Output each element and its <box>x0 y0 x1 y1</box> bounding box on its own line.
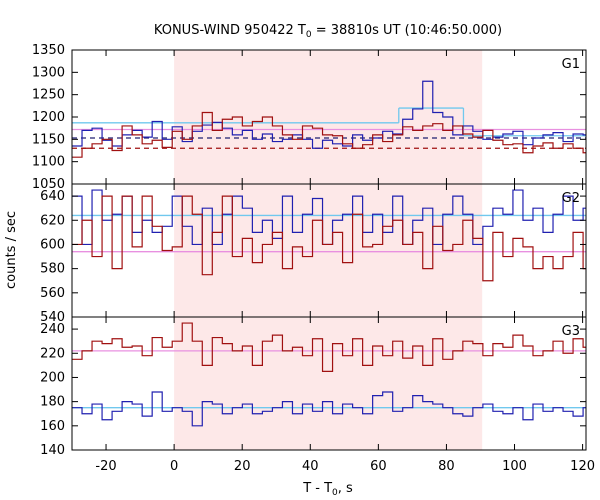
x-tick-label: 120 <box>570 459 595 474</box>
panel-g3-ytick-label: 180 <box>40 395 65 410</box>
x-tick-label: 40 <box>302 459 319 474</box>
panel-g1-ytick-label: 1150 <box>32 132 65 147</box>
x-tick-label: -20 <box>95 459 116 474</box>
panel-g2-series-red <box>72 195 586 282</box>
panel-g1-series-blue <box>72 80 586 149</box>
chart-title: KONUS-WIND 950422 T0 = 38810s UT (10:46:… <box>154 23 502 40</box>
panel-g2-ytick-label: 620 <box>40 213 65 228</box>
panel-g1-ytick-label: 1200 <box>32 110 65 125</box>
panel-g1-ytick-label: 1350 <box>32 43 65 58</box>
panel-g3-ytick-label: 220 <box>40 346 65 361</box>
panel-g1-ytick-label: 1100 <box>32 155 65 170</box>
x-tick-label: 0 <box>170 459 178 474</box>
panel-g2-ytick-label: 560 <box>40 286 65 301</box>
x-tick-label: 20 <box>234 459 251 474</box>
panel-g2-ytick-label: 640 <box>40 189 65 204</box>
panel-g3-frame <box>71 316 587 451</box>
x-axis-label: T - T0, s <box>302 481 353 498</box>
panel-g3-ytick-label: 160 <box>40 419 65 434</box>
panel-g3-ytick-label: 140 <box>40 443 65 458</box>
x-tick-label: 80 <box>438 459 455 474</box>
panel-g2-ytick-label: 600 <box>40 237 65 252</box>
panel-g2-plot-area <box>72 189 586 282</box>
panel-g3-ytick-label: 240 <box>40 322 65 337</box>
x-tick-label: 100 <box>502 459 527 474</box>
panel-g3-ytick-label: 200 <box>40 370 65 385</box>
panel-g1-ytick-label: 1050 <box>32 177 65 192</box>
panel-label-g1: G1 <box>562 57 580 72</box>
panel-label-g3: G3 <box>562 324 580 339</box>
panel-g2-ytick-label: 540 <box>40 310 65 325</box>
burst-interval-shade <box>174 50 483 450</box>
panel-g3-plot-area <box>72 322 586 427</box>
panel-g3-series-red <box>72 322 586 373</box>
panel-g1-series-red <box>72 111 586 158</box>
x-tick-label: 60 <box>370 459 387 474</box>
panel-g1-ytick-label: 1300 <box>32 65 65 80</box>
panel-g2-ytick-label: 580 <box>40 262 65 277</box>
panel-g1-plot-area <box>72 80 586 158</box>
panel-g1-ytick-label: 1250 <box>32 88 65 103</box>
panel-g3-series-blue <box>72 391 586 427</box>
panel-label-g2: G2 <box>562 191 580 206</box>
y-axis-label: counts / sec <box>4 211 19 289</box>
